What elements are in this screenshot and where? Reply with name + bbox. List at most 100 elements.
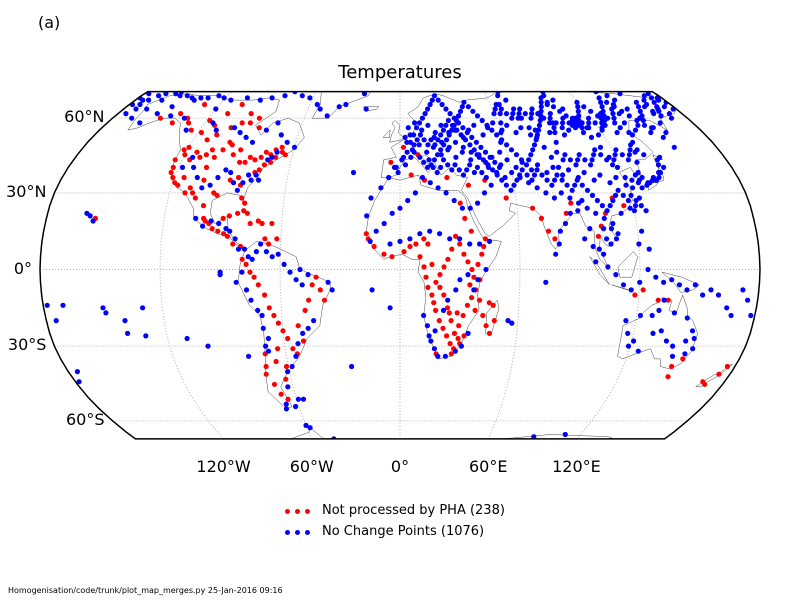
station-marker-no-change	[534, 162, 541, 168]
footer-caption: Homogenisation/code/trunk/plot_map_merge…	[8, 586, 283, 595]
station-marker-no-change	[628, 142, 634, 148]
station-marker-no-change	[343, 101, 349, 108]
station-marker-not-processed	[256, 167, 262, 173]
station-marker-no-change	[518, 125, 524, 131]
station-marker-no-change	[658, 113, 664, 119]
station-marker-not-processed	[467, 282, 473, 288]
station-marker-no-change	[314, 101, 320, 108]
station-marker-no-change	[476, 152, 482, 158]
station-marker-not-processed	[266, 305, 272, 311]
map-background	[40, 91, 760, 439]
station-marker-not-processed	[460, 312, 466, 319]
station-marker-no-change	[439, 101, 445, 108]
station-marker-no-change	[728, 312, 734, 319]
station-marker-not-processed	[197, 154, 203, 160]
map-title: Temperatures	[338, 62, 462, 83]
station-marker-no-change	[670, 343, 676, 349]
station-marker-not-processed	[198, 129, 204, 136]
station-marker-no-change	[498, 106, 504, 112]
station-marker-no-change	[200, 223, 206, 229]
station-marker-no-change	[144, 106, 150, 112]
station-marker-no-change	[551, 125, 557, 131]
station-marker-no-change	[558, 190, 564, 196]
blue-dot-icon	[282, 527, 314, 537]
station-marker-no-change	[517, 172, 523, 178]
station-marker-no-change	[597, 144, 604, 150]
station-marker-no-change	[269, 95, 275, 101]
station-marker-not-processed	[407, 243, 413, 250]
station-marker-no-change	[530, 147, 536, 153]
station-marker-no-change	[715, 292, 722, 298]
station-marker-no-change	[509, 320, 515, 326]
station-marker-not-processed	[552, 236, 558, 242]
station-marker-no-change	[519, 167, 525, 173]
station-marker-no-change	[633, 99, 640, 105]
station-marker-not-processed	[255, 218, 261, 224]
station-marker-not-processed	[290, 346, 296, 352]
station-marker-not-processed	[215, 228, 221, 234]
station-marker-no-change	[528, 115, 534, 121]
station-marker-not-processed	[491, 318, 497, 324]
station-marker-no-change	[169, 104, 175, 110]
station-marker-not-processed	[444, 333, 450, 339]
station-marker-not-processed	[455, 335, 461, 342]
latitude-label: 60°N	[64, 107, 105, 127]
station-marker-no-change	[100, 305, 106, 311]
station-marker-no-change	[559, 177, 565, 183]
station-marker-no-change	[531, 142, 538, 148]
station-marker-no-change	[486, 238, 493, 244]
legend-item-not-processed: Not processed by PHA (238)	[282, 500, 505, 521]
station-marker-no-change	[661, 164, 667, 170]
no-change-markers	[44, 79, 754, 450]
station-marker-no-change	[618, 210, 624, 216]
station-marker-no-change	[244, 95, 250, 101]
station-marker-no-change	[467, 162, 473, 168]
station-marker-no-change	[44, 302, 50, 308]
station-marker-no-change	[612, 152, 618, 158]
station-marker-no-change	[604, 99, 610, 105]
station-marker-not-processed	[465, 259, 471, 265]
station-marker-no-change	[450, 79, 455, 84]
station-marker-no-change	[544, 169, 550, 176]
station-marker-no-change	[604, 236, 610, 242]
station-marker-no-change	[154, 111, 160, 117]
coastline	[611, 284, 630, 291]
station-marker-no-change	[451, 197, 457, 204]
station-marker-no-change	[416, 120, 423, 126]
station-marker-no-change	[483, 266, 489, 273]
station-marker-no-change	[620, 192, 626, 198]
station-marker-no-change	[509, 169, 515, 176]
station-marker-no-change	[528, 167, 535, 173]
station-marker-no-change	[480, 157, 486, 163]
station-marker-no-change	[90, 218, 96, 224]
station-marker-no-change	[669, 353, 676, 359]
graticule	[40, 91, 760, 439]
station-marker-not-processed	[182, 190, 188, 196]
station-marker-no-change	[656, 108, 662, 114]
station-marker-no-change	[383, 445, 388, 450]
station-marker-not-processed	[157, 115, 163, 121]
station-marker-no-change	[543, 190, 549, 196]
station-marker-not-processed	[421, 236, 427, 242]
panel-label: (a)	[38, 13, 61, 32]
station-marker-not-processed	[192, 195, 198, 201]
station-marker-no-change	[285, 369, 291, 375]
station-marker-no-change	[724, 305, 730, 311]
station-marker-no-change	[122, 318, 128, 324]
station-marker-no-change	[305, 272, 311, 278]
station-marker-no-change	[547, 115, 553, 121]
station-marker-no-change	[666, 111, 673, 117]
station-marker-no-change	[611, 115, 617, 121]
station-marker-not-processed	[248, 111, 254, 117]
station-marker-no-change	[438, 132, 444, 138]
station-marker-no-change	[529, 111, 535, 117]
station-marker-no-change	[511, 182, 517, 188]
station-marker-no-change	[497, 111, 503, 117]
station-marker-no-change	[397, 238, 403, 244]
station-marker-no-change	[625, 157, 632, 163]
station-marker-no-change	[233, 279, 239, 285]
station-marker-no-change	[417, 132, 423, 138]
station-marker-no-change	[607, 203, 613, 209]
station-marker-no-change	[483, 174, 489, 181]
station-marker-no-change	[632, 127, 639, 133]
